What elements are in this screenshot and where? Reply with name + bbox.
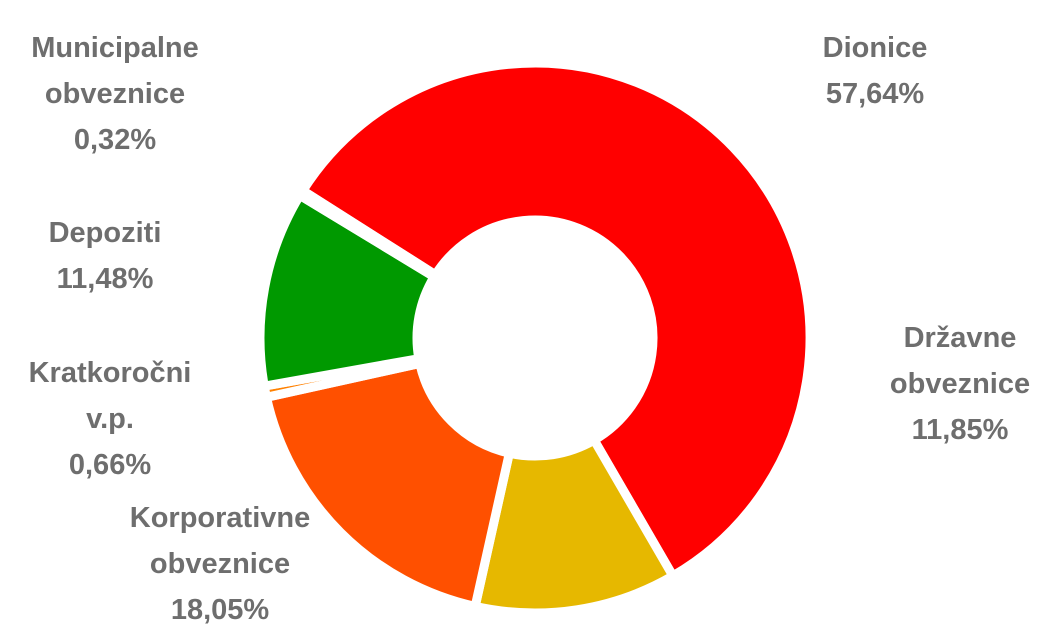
slice-drzavne-obveznice xyxy=(469,433,680,618)
label-municipalne-name-2: obveznice xyxy=(44,78,186,110)
label-depoziti-name: Depoziti xyxy=(48,217,162,249)
label-municipalne-name-1: Municipalne xyxy=(31,32,199,64)
label-drzavne-name-2: obveznice xyxy=(889,368,1031,400)
label-dionice-value: 57,64% xyxy=(825,78,925,110)
label-korporativne-name-1: Korporativne xyxy=(129,502,311,534)
label-korporativne-obveznice: Korporativne obveznice 18,05% xyxy=(95,495,345,633)
donut-chart xyxy=(255,58,815,618)
label-depoziti: Depoziti 11,48% xyxy=(10,210,200,302)
label-municipalne-value: 0,32% xyxy=(73,124,157,156)
label-drzavne-name-1: Državne xyxy=(903,322,1017,354)
label-municipalne-obveznice: Municipalne obveznice 0,32% xyxy=(0,25,230,163)
label-drzavne-obveznice: Državne obveznice 11,85% xyxy=(855,315,1038,453)
slice-dionice xyxy=(296,58,815,583)
label-korporativne-value: 18,05% xyxy=(170,594,270,626)
label-kratkorocni-name-1: Kratkoročni xyxy=(28,357,192,389)
label-dionice: Dionice 57,64% xyxy=(795,25,955,117)
label-dionice-name: Dionice xyxy=(822,32,928,64)
label-kratkorocni-vp: Kratkoročni v.p. 0,66% xyxy=(0,350,220,488)
label-drzavne-value: 11,85% xyxy=(911,414,1009,446)
label-kratkorocni-name-2: v.p. xyxy=(86,403,134,435)
label-kratkorocni-value: 0,66% xyxy=(68,449,152,481)
slices xyxy=(255,58,815,618)
slice-korporativne-obveznice xyxy=(261,358,515,612)
slice-municipalne-obveznice xyxy=(293,184,442,283)
label-korporativne-name-2: obveznice xyxy=(149,548,291,580)
slice-depoziti xyxy=(255,189,441,392)
label-depoziti-value: 11,48% xyxy=(56,263,154,295)
